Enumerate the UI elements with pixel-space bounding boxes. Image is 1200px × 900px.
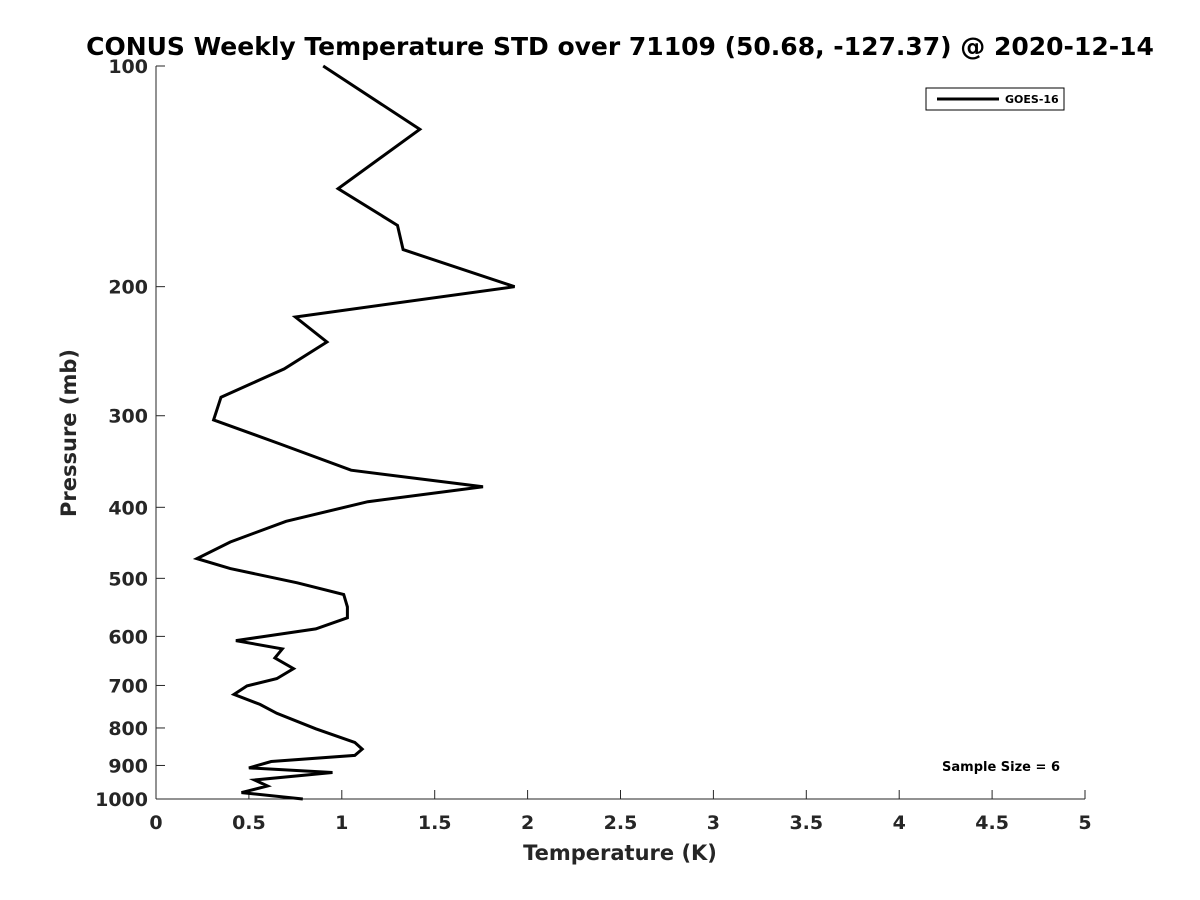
x-tick-label: 3 xyxy=(707,812,720,834)
x-axis-label: Temperature (K) xyxy=(523,841,717,865)
x-tick-label: 4 xyxy=(893,812,906,834)
y-tick-label: 900 xyxy=(108,755,148,777)
sample-size-annotation: Sample Size = 6 xyxy=(942,760,1060,775)
series-line-goes-16 xyxy=(192,64,516,801)
x-tick-label: 5 xyxy=(1078,812,1091,834)
legend: GOES-16 xyxy=(925,87,1065,111)
chart-title: CONUS Weekly Temperature STD over 71109 … xyxy=(86,32,1154,61)
x-tick-label: 0 xyxy=(149,812,162,834)
y-tick-label: 100 xyxy=(108,56,148,78)
y-axis-label: Pressure (mb) xyxy=(57,349,81,517)
series-layer xyxy=(192,64,516,801)
y-tick-label: 1000 xyxy=(95,789,148,811)
x-tick-label: 1.5 xyxy=(418,812,452,834)
y-tick-label: 600 xyxy=(108,626,148,648)
y-tick-label: 200 xyxy=(108,277,148,299)
x-tick-label: 4.5 xyxy=(975,812,1009,834)
x-axis-ticks: 0 0.5 1 1.5 2 2.5 3 3.5 4 4.5 5 xyxy=(149,790,1092,834)
x-tick-label: 0.5 xyxy=(232,812,266,834)
y-tick-label: 300 xyxy=(108,406,148,428)
y-tick-label: 800 xyxy=(108,718,148,740)
legend-label-goes-16: GOES-16 xyxy=(1005,93,1059,106)
x-tick-label: 1 xyxy=(335,812,348,834)
x-tick-label: 3.5 xyxy=(789,812,823,834)
y-axis-ticks: 100 200 300 400 500 600 700 800 900 1000 xyxy=(95,56,165,811)
y-tick-label: 400 xyxy=(108,497,148,519)
x-tick-label: 2 xyxy=(521,812,534,834)
x-tick-label: 2.5 xyxy=(604,812,638,834)
y-tick-label: 700 xyxy=(108,675,148,697)
y-tick-label: 500 xyxy=(108,568,148,590)
